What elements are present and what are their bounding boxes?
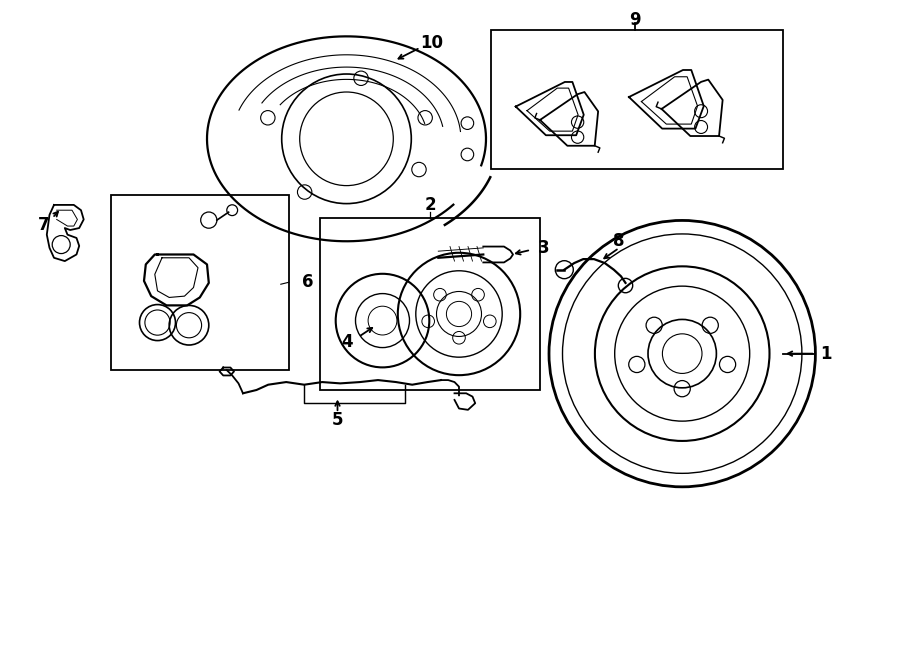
Text: 6: 6 [302, 273, 314, 292]
Bar [320, 218, 540, 390]
Text: 7: 7 [38, 215, 50, 234]
Text: 2: 2 [425, 196, 436, 214]
Text: 8: 8 [614, 232, 625, 251]
Bar [491, 30, 783, 169]
Text: 1: 1 [821, 344, 832, 363]
Text: 4: 4 [341, 333, 353, 352]
Text: 3: 3 [538, 239, 550, 257]
Text: 9: 9 [629, 11, 640, 29]
Text: 10: 10 [420, 34, 444, 52]
Bar [111, 195, 289, 370]
Text: 5: 5 [332, 410, 343, 429]
